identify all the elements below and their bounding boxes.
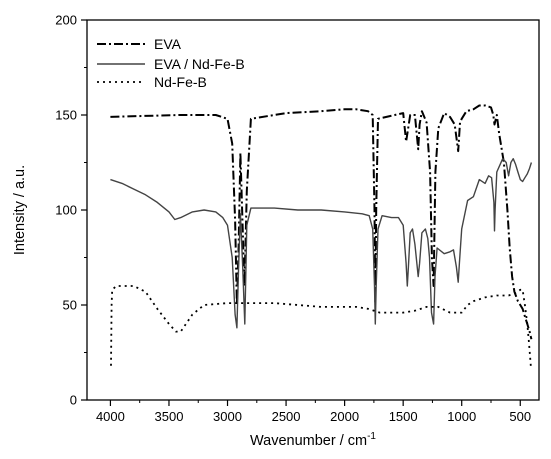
x-tick-label: 3500 <box>155 409 184 424</box>
x-tick-label: 3000 <box>213 409 242 424</box>
x-tick-label: 1500 <box>389 409 418 424</box>
x-tick-label: 2500 <box>272 409 301 424</box>
y-tick-label: 100 <box>55 203 77 218</box>
x-tick-label: 2000 <box>330 409 359 424</box>
x-axis-label: Wavenumber / cm-1 <box>250 431 376 449</box>
series-layer <box>110 104 533 366</box>
legend-label-ndfeb: Nd-Fe-B <box>154 74 207 90</box>
legend-label-eva-ndfeb: EVA / Nd-Fe-B <box>154 56 245 72</box>
y-tick-label: 200 <box>55 13 77 28</box>
x-tick-label: 4000 <box>96 409 125 424</box>
y-tick-label: 50 <box>63 298 77 313</box>
y-tick-label: 150 <box>55 108 77 123</box>
legend-label-eva: EVA <box>154 36 182 52</box>
x-axis-label-main: Wavenumber / cm <box>250 433 367 449</box>
y-tick-label: 0 <box>70 393 77 408</box>
series-line-3 <box>110 285 532 366</box>
series-line-1 <box>110 104 533 340</box>
x-axis-label-superscript: -1 <box>367 431 376 442</box>
y-axis-label: Intensity / a.u. <box>12 165 28 255</box>
legend: EVA EVA / Nd-Fe-B Nd-Fe-B <box>97 36 245 90</box>
series-line-2 <box>110 158 533 329</box>
y-axis-ticks: 0 50 100 150 200 <box>55 13 87 408</box>
x-tick-label: 500 <box>509 409 531 424</box>
x-tick-label: 1000 <box>447 409 476 424</box>
x-axis-ticks: 4000 3500 3000 2500 2000 1500 1000 500 <box>96 400 531 424</box>
